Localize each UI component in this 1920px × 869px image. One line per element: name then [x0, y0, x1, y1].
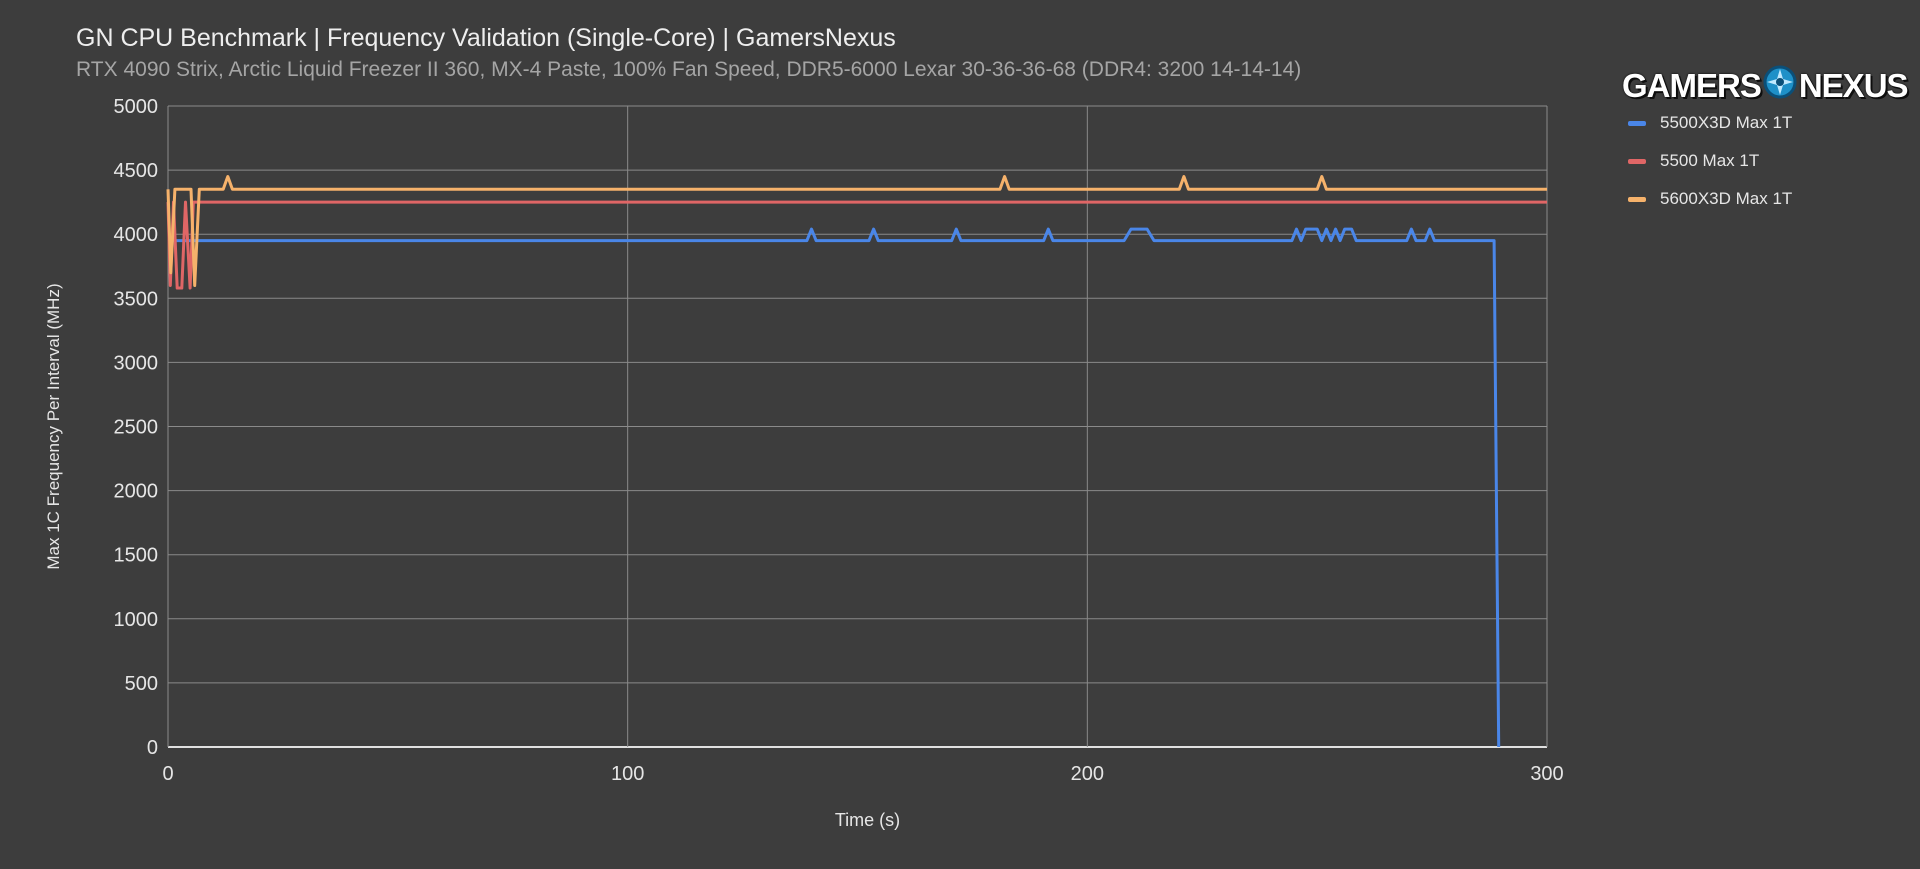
y-tick-label: 1500 [114, 545, 159, 567]
legend-item-5500[interactable]: 5500 Max 1T [1628, 142, 1792, 180]
logo-text-right: NEXUS [1798, 67, 1909, 104]
series-lines [166, 175, 1547, 748]
x-tick-label: 300 [1530, 763, 1563, 785]
logo-text-left: GAMERS [1622, 67, 1762, 104]
legend-label-5500x3d: 5500X3D Max 1T [1660, 113, 1793, 132]
y-tick-label: 0 [147, 737, 158, 759]
y-tick-label: 2000 [114, 481, 159, 503]
y-tick-label: 4500 [114, 160, 159, 182]
y-tick-label: 2500 [114, 417, 159, 439]
y-axis-label: Max 1C Frequency Per Interval (MHz) [44, 283, 63, 569]
legend-swatch-5600x3d [1628, 196, 1646, 202]
series-line-5500x3d [168, 227, 1501, 748]
gamersnexus-logo: GAMERS NEXUS [1622, 62, 1909, 110]
x-tick-label: 0 [162, 763, 173, 785]
y-tick-labels: 0 500 1000 1500 2000 2500 3000 3500 4000 4500 5000 [114, 96, 159, 759]
legend-label-5600x3d: 5600X3D Max 1T [1660, 189, 1793, 208]
y-tick-label: 3000 [114, 352, 159, 374]
legend-swatch-5500x3d [1628, 120, 1646, 126]
gamersnexus-emblem-icon [1763, 65, 1797, 107]
chart-title: GN CPU Benchmark | Frequency Validation … [76, 24, 896, 52]
x-tick-label: 200 [1071, 763, 1104, 785]
x-tick-label: 100 [611, 763, 644, 785]
y-tick-label: 1000 [114, 609, 159, 631]
grid-lines [167, 105, 1548, 748]
x-tick-labels: 0 100 200 300 [162, 763, 1563, 785]
y-tick-label: 5000 [114, 96, 159, 118]
legend-item-5500x3d[interactable]: 5500X3D Max 1T [1628, 104, 1792, 142]
legend-label-5500: 5500 Max 1T [1660, 151, 1760, 170]
series-line-5600x3d [166, 175, 1547, 287]
x-axis-label: Time (s) [835, 810, 900, 830]
legend-swatch-5500 [1628, 158, 1646, 164]
y-tick-label: 500 [125, 673, 158, 695]
legend-item-5600x3d[interactable]: 5600X3D Max 1T [1628, 180, 1792, 218]
chart-subtitle: RTX 4090 Strix, Arctic Liquid Freezer II… [76, 58, 1302, 81]
y-tick-label: 4000 [114, 224, 159, 246]
series-line-5500 [166, 200, 1547, 290]
chart-legend: 5500X3D Max 1T 5500 Max 1T 5600X3D Max 1… [1628, 104, 1792, 218]
y-tick-label: 3500 [114, 288, 159, 310]
